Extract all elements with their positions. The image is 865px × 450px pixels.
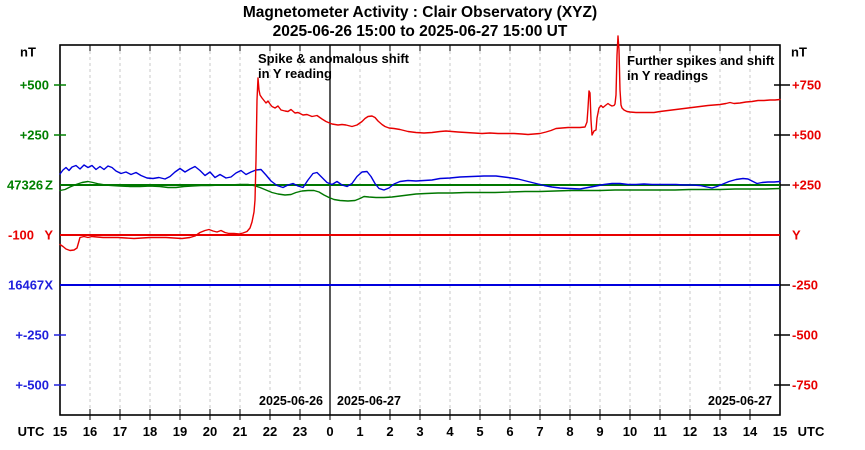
hour-label: 6 (506, 424, 513, 439)
hour-label: 0 (326, 424, 333, 439)
left-axis-label: +-250 (15, 328, 49, 343)
hour-label: 19 (173, 424, 187, 439)
hour-label: 17 (113, 424, 127, 439)
hour-label: 11 (653, 424, 667, 439)
date-label: 2025-06-27 (337, 394, 401, 408)
y-trace (59, 35, 781, 252)
utc-label: UTC (18, 424, 45, 439)
left-axis-label: +500 (20, 78, 49, 93)
chart-title: Magnetometer Activity : Clair Observator… (242, 4, 598, 21)
hour-label: 14 (743, 424, 758, 439)
left-axis-label-value: -100 (8, 228, 34, 243)
left-axis-label: nT (20, 45, 36, 60)
right-axis-label: +500 (792, 128, 821, 143)
left-axis-label: +-500 (15, 378, 49, 393)
right-axis-label: +250 (792, 178, 821, 193)
left-axis-label-component: Y (44, 228, 53, 243)
date-label-bg (335, 393, 409, 408)
hour-label: 9 (596, 424, 603, 439)
right-axis-label: -250 (792, 278, 818, 293)
left-axis-label-value: 16467 (8, 278, 44, 293)
z-trace (59, 180, 781, 202)
left-axis-label: +250 (20, 128, 49, 143)
annotation-text: Further spikes and shift (627, 53, 775, 68)
date-label: 2025-06-26 (259, 394, 323, 408)
hour-label: 5 (476, 424, 483, 439)
hour-label: 2 (386, 424, 393, 439)
date-label: 2025-06-27 (708, 394, 772, 408)
hour-label: 20 (203, 424, 217, 439)
hour-label: 18 (143, 424, 157, 439)
hour-label: 10 (623, 424, 637, 439)
hour-label: 21 (233, 424, 247, 439)
date-label-bg (251, 393, 325, 408)
right-axis-label: Y (792, 228, 801, 243)
hour-label: 4 (446, 424, 454, 439)
x-trace (59, 164, 781, 191)
hour-label: 16 (83, 424, 97, 439)
hour-label: 13 (713, 424, 727, 439)
hour-label: 7 (536, 424, 543, 439)
right-axis-label: nT (791, 45, 807, 60)
annotation-text: in Y reading (258, 66, 332, 81)
hour-label: 12 (683, 424, 697, 439)
annotation-text: Spike & anomalous shift (258, 51, 410, 66)
right-axis-label: -500 (792, 328, 818, 343)
utc-label: UTC (798, 424, 825, 439)
left-axis-label-component: X (44, 278, 53, 293)
hour-label: 8 (566, 424, 573, 439)
hour-label: 23 (293, 424, 307, 439)
hour-label: 15 (773, 424, 787, 439)
left-axis-label-value: 47326 (7, 178, 43, 193)
left-axis-label-component: Z (45, 178, 53, 193)
hour-label: 3 (416, 424, 423, 439)
right-axis-label: +750 (792, 78, 821, 93)
hour-label: 15 (53, 424, 67, 439)
hour-label: 1 (356, 424, 363, 439)
date-label-bg (701, 393, 774, 408)
annotation-text: in Y readings (627, 68, 708, 83)
chart-subtitle: 2025-06-26 15:00 to 2025-06-27 15:00 UT (272, 23, 568, 40)
hour-label: 22 (263, 424, 277, 439)
right-axis-label: -750 (792, 378, 818, 393)
